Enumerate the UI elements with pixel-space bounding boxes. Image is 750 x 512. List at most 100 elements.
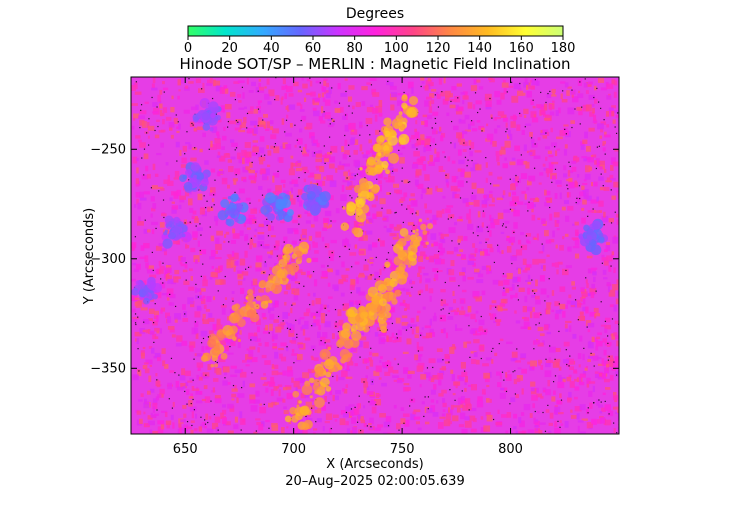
strong-field-blob (289, 262, 300, 273)
strong-field-blob (418, 218, 423, 223)
strong-field-blob (376, 304, 386, 314)
x-tick-label: 650 (173, 442, 198, 457)
opposite-polarity-blob (306, 203, 311, 208)
strong-field-blob (260, 300, 269, 309)
colorbar-label: Degrees (345, 6, 405, 22)
opposite-polarity-blob (190, 162, 201, 172)
strong-field-blob (396, 274, 408, 285)
x-tick-label: 700 (281, 442, 306, 457)
strong-field-blob (420, 223, 427, 231)
opposite-polarity-blob (227, 195, 232, 200)
strong-field-blob (301, 422, 310, 431)
strong-field-blob (410, 247, 415, 252)
strong-field-blob (388, 152, 399, 164)
strong-field-blob (215, 331, 226, 341)
strong-field-blob (252, 301, 256, 305)
opposite-polarity-blob (590, 244, 602, 256)
opposite-polarity-blob (209, 127, 214, 132)
strong-field-blob (291, 415, 299, 423)
opposite-polarity-blob (230, 208, 236, 213)
opposite-polarity-blob (287, 209, 294, 217)
strong-field-blob (268, 299, 272, 304)
strong-field-blob (389, 280, 396, 286)
strong-field-blob (355, 208, 363, 216)
colorbar (187, 25, 564, 37)
strong-field-blob (378, 320, 388, 329)
strong-field-blob (211, 354, 218, 362)
strong-field-blob (325, 386, 332, 392)
strong-field-blob (378, 312, 385, 319)
opposite-polarity-blob (231, 193, 239, 201)
strong-field-blob (319, 348, 331, 360)
strong-field-blob (425, 241, 429, 246)
strong-field-blob (401, 102, 408, 109)
y-axis-label: Y (Arcseconds) (82, 208, 97, 305)
plot-frame (130, 76, 620, 435)
strong-field-blob (385, 312, 392, 319)
strong-field-blob (372, 143, 382, 153)
strong-field-blob (306, 257, 312, 263)
strong-field-blob (234, 303, 241, 310)
strong-field-blob (276, 269, 286, 279)
strong-field-blob (366, 156, 376, 166)
opposite-polarity-blob (142, 288, 149, 295)
strong-field-blob (342, 353, 351, 363)
opposite-polarity-blob (264, 204, 271, 210)
strong-field-blob (381, 160, 389, 169)
opposite-polarity-blob (210, 112, 216, 119)
opposite-polarity-blob (226, 218, 235, 227)
strong-field-blob (398, 111, 403, 116)
strong-field-blob (422, 230, 428, 235)
strong-field-blob (414, 232, 419, 237)
opposite-polarity-blob (586, 235, 593, 241)
opposite-polarity-blob (182, 175, 186, 179)
strong-field-blob (285, 278, 290, 282)
strong-field-blob (282, 254, 287, 260)
strong-field-blob (383, 117, 392, 126)
opposite-polarity-blob (162, 238, 173, 249)
opposite-polarity-blob (599, 232, 604, 237)
strong-field-blob (296, 404, 300, 408)
strong-field-blob (292, 390, 300, 398)
opposite-polarity-blob (196, 179, 202, 185)
strong-field-blob (298, 400, 302, 404)
opposite-polarity-blob (319, 191, 331, 202)
strong-field-blob (371, 295, 382, 305)
opposite-polarity-blob (143, 297, 150, 305)
opposite-polarity-blob (598, 237, 605, 244)
x-tick-label: 750 (390, 442, 415, 457)
strong-field-blob (314, 397, 325, 408)
strong-field-blob (323, 359, 335, 370)
colorbar-ticks: 0 20 40 60 80 100 120 140 160 180 (184, 36, 575, 56)
opposite-polarity-blob (217, 210, 228, 221)
strong-field-blob (259, 279, 267, 288)
y-tick-label: −300 (90, 252, 126, 267)
opposite-polarity-blob (199, 97, 210, 109)
strong-field-blob (299, 405, 310, 416)
opposite-polarity-blob (135, 280, 141, 286)
strong-field-blob (378, 298, 387, 307)
y-tick-label: −350 (90, 361, 126, 376)
opposite-polarity-blob (202, 123, 211, 131)
strong-field-blob (309, 377, 315, 384)
strong-field-blob (427, 223, 434, 230)
opposite-polarity-blob (591, 220, 601, 230)
strong-field-blob (309, 395, 313, 399)
strong-field-blob (383, 150, 390, 157)
strong-field-blob (406, 107, 417, 118)
strong-field-blob (351, 311, 356, 316)
strong-field-blob (407, 264, 412, 268)
opposite-polarity-blob (152, 293, 158, 300)
strong-field-blob (229, 325, 238, 335)
strong-field-blob (350, 330, 362, 341)
opposite-polarity-blob (196, 175, 201, 180)
x-axis-label: X (Arcseconds) (326, 457, 424, 472)
strong-field-blob (285, 247, 291, 253)
opposite-polarity-blob (278, 216, 283, 221)
strong-field-blob (220, 352, 228, 360)
opposite-polarity-blob (267, 213, 275, 221)
strong-field-blob (245, 296, 249, 300)
strong-field-blob (312, 383, 320, 391)
strong-field-blob (278, 258, 288, 268)
